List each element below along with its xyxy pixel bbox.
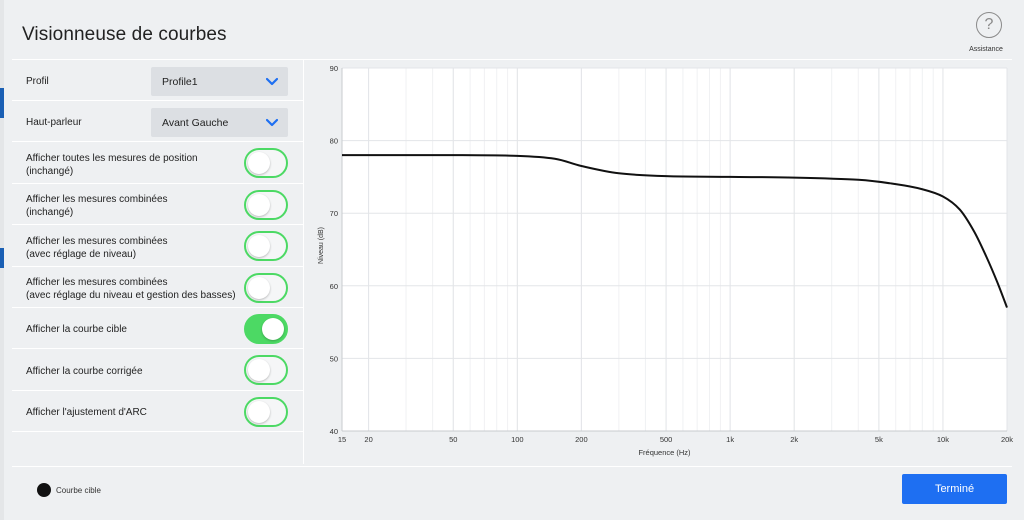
profile-value: Profile1 [162, 75, 198, 88]
toggle-row: Afficher l'ajustement d'ARC [12, 391, 304, 432]
toggle-knob [248, 194, 270, 216]
toggle-corrected-curve[interactable] [244, 355, 288, 385]
settings-panel: Profil Profile1 Haut-parleur Avant Gauch… [12, 60, 304, 464]
speaker-select[interactable]: Avant Gauche [151, 108, 288, 137]
page-title: Visionneuse de courbes [22, 24, 227, 45]
x-tick-label: 50 [449, 435, 457, 444]
y-tick-label: 80 [330, 137, 338, 146]
toggle-knob [248, 152, 270, 174]
legend: Courbe cible [37, 483, 101, 497]
toggle-label: Afficher les mesures combinées (inchangé) [26, 194, 168, 218]
y-tick-label: 70 [330, 209, 338, 218]
speaker-row: Haut-parleur Avant Gauche [12, 101, 304, 142]
toggle-knob [248, 359, 270, 381]
toggle-combined-measurements[interactable] [244, 190, 288, 220]
x-tick-label: 20 [364, 435, 372, 444]
toggle-knob [248, 277, 270, 299]
y-tick-label: 90 [330, 64, 338, 73]
toggle-label: Afficher la courbe cible [26, 324, 127, 335]
question-mark-icon[interactable]: ? [976, 12, 1002, 38]
toggle-combined-level-adjust[interactable] [244, 231, 288, 261]
toggle-row: Afficher les mesures combinées (avec régl… [12, 225, 304, 267]
toggle-row: Afficher les mesures combinées (inchangé) [12, 184, 304, 225]
toggle-all-position-measurements[interactable] [244, 148, 288, 178]
x-tick-label: 1k [726, 435, 734, 444]
assistance-button[interactable]: ? Assistance [969, 12, 1008, 53]
y-tick-label: 40 [330, 427, 338, 436]
window-left-edge [0, 0, 4, 520]
y-axis-label: Niveau (dB) [318, 227, 325, 264]
profile-select[interactable]: Profile1 [151, 67, 288, 96]
toggle-row: Afficher la courbe cible [12, 308, 304, 349]
frequency-response-chart: 15 20 50 100 200 500 1k 2k 5k 10k 20k 40 50 60 70 80 90 F… [318, 64, 1013, 457]
toggle-knob [248, 401, 270, 423]
edge-marker [0, 88, 4, 118]
toggle-arc-adjustment[interactable] [244, 397, 288, 427]
chevron-down-icon [266, 77, 278, 86]
profile-row: Profil Profile1 [12, 60, 304, 101]
speaker-value: Avant Gauche [162, 116, 229, 129]
x-tick-label: 20k [1001, 435, 1013, 444]
legend-swatch [37, 483, 51, 497]
x-tick-label: 200 [575, 435, 588, 444]
y-tick-label: 50 [330, 354, 338, 363]
x-axis-label: Fréquence (Hz) [638, 448, 691, 457]
profile-label: Profil [26, 76, 49, 87]
toggle-label: Afficher l'ajustement d'ARC [26, 407, 147, 418]
chevron-down-icon [266, 118, 278, 127]
toggle-label: Afficher les mesures combinées (avec régl… [26, 277, 236, 301]
done-button[interactable]: Terminé [902, 474, 1007, 504]
x-tick-label: 5k [875, 435, 883, 444]
toggle-knob [262, 318, 284, 340]
header-divider [12, 59, 1012, 60]
toggle-label: Afficher toutes les mesures de position(… [26, 153, 198, 177]
x-tick-label: 500 [660, 435, 673, 444]
x-tick-label: 15 [338, 435, 346, 444]
plot-background [342, 68, 1007, 431]
x-tick-label: 10k [937, 435, 949, 444]
toggle-row: Afficher les mesures combinées (avec régl… [12, 267, 304, 308]
edge-marker [0, 248, 4, 268]
speaker-label: Haut-parleur [26, 117, 82, 128]
toggle-row: Afficher la courbe corrigée [12, 349, 304, 391]
toggle-label: Afficher la courbe corrigée [26, 366, 143, 377]
footer-divider [12, 466, 1012, 467]
toggle-row: Afficher toutes les mesures de position(… [12, 142, 304, 184]
toggle-knob [248, 235, 270, 257]
target-curve-line [341, 154, 1008, 308]
y-tick-label: 60 [330, 282, 338, 291]
legend-label: Courbe cible [56, 485, 101, 495]
assistance-label: Assistance [969, 46, 1003, 53]
chart-area: 15 20 50 100 200 500 1k 2k 5k 10k 20k 40 50 60 70 80 90 F… [306, 60, 1018, 464]
toggle-combined-level-bass[interactable] [244, 273, 288, 303]
x-tick-label: 100 [511, 435, 524, 444]
toggle-target-curve[interactable] [244, 314, 288, 344]
toggle-label: Afficher les mesures combinées (avec régl… [26, 236, 168, 260]
x-tick-label: 2k [790, 435, 798, 444]
